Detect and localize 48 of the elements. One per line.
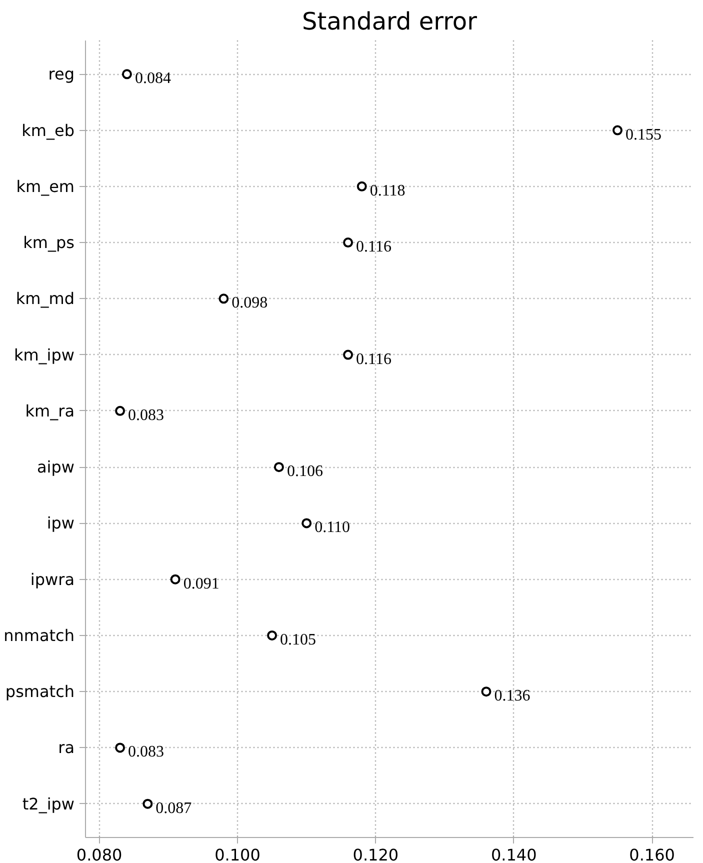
x-tick-label: 0.140	[490, 846, 537, 863]
point	[356, 181, 367, 192]
x-tick-label: 0.100	[214, 846, 260, 863]
point	[481, 686, 492, 697]
y-tick-label: aipw	[37, 458, 75, 477]
x-tick-label: 0.160	[629, 846, 675, 863]
data-label: 0.116	[356, 350, 392, 368]
point	[170, 574, 180, 584]
data-label: 0.110	[314, 519, 350, 536]
y-tick-label: ipw	[46, 514, 74, 533]
data-label: 0.091	[183, 575, 220, 592]
data-label: 0.106	[286, 463, 323, 480]
data-label: 0.083	[128, 406, 164, 424]
data-label: 0.118	[370, 182, 406, 200]
point	[343, 238, 354, 248]
data-label: 0.105	[280, 631, 316, 648]
data-label: 0.087	[156, 800, 192, 817]
y-tick-label: nnmatch	[4, 626, 75, 645]
point	[122, 69, 132, 80]
point	[343, 350, 354, 360]
point	[267, 630, 278, 640]
data-label: 0.098	[232, 294, 268, 312]
chart-title: Standard error	[302, 8, 478, 36]
data-label: 0.155	[626, 126, 662, 144]
point	[142, 798, 153, 809]
y-tick-label: reg	[48, 64, 75, 84]
y-tick-label: km_md	[16, 289, 74, 308]
data-label: 0.083	[128, 744, 164, 761]
y-tick-label: ra	[58, 738, 75, 758]
y-tick-label: ipwra	[30, 570, 75, 589]
point	[612, 125, 622, 136]
y-tick-label: km_ra	[25, 401, 74, 420]
x-tick-label: 0.080	[76, 846, 122, 863]
y-tick-label: t2_ipw	[22, 794, 74, 814]
data-label: 0.136	[494, 688, 530, 705]
point	[302, 518, 312, 528]
y-tick-label: km_ipw	[14, 345, 75, 364]
y-tick-label: km_eb	[22, 120, 75, 140]
y-tick-label: psmatch	[5, 682, 74, 702]
data-label: 0.084	[134, 70, 171, 88]
y-tick-label: km_em	[16, 176, 74, 196]
point	[218, 294, 229, 304]
point	[115, 742, 126, 753]
point	[274, 462, 284, 472]
point	[115, 406, 126, 416]
data-label: 0.116	[356, 238, 392, 256]
y-tick-label: km_ps	[23, 233, 74, 252]
x-tick-label: 0.120	[352, 846, 399, 863]
